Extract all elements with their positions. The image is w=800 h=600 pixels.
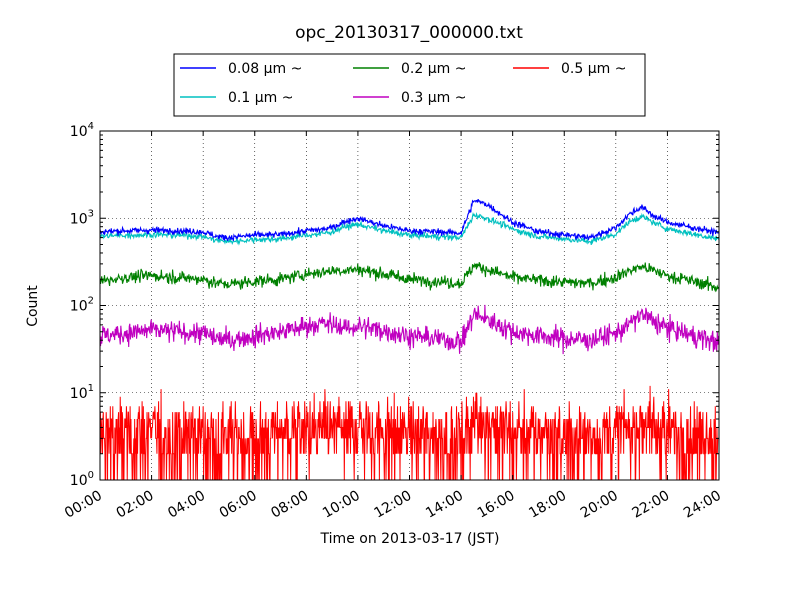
series-line [100,211,719,246]
legend-box [173,53,646,117]
series-line [100,198,719,242]
y-tick-label: 103 [70,208,94,227]
y-tick-label: 101 [70,383,94,402]
legend-label: 0.1 μm ~ [228,90,293,106]
y-tick-label: 104 [70,121,94,140]
data-series [100,198,719,480]
series-line [100,262,719,293]
series-line [100,304,719,355]
legend-label: 0.3 μm ~ [401,90,466,106]
legend-label: 0.08 μm ~ [228,61,302,77]
axis-ticks [99,130,720,481]
chart-title: opc_20130317_000000.txt [295,23,523,43]
legend-label: 0.5 μm ~ [561,61,626,77]
y-axis-title: Count [25,285,41,327]
y-tick-label: 100 [70,470,94,489]
x-axis-title: Time on 2013-03-17 (JST) [320,531,500,547]
legend: 0.08 μm ~ 0.1 μm ~ 0.2 μm ~ 0.3 μm ~ 0.5 μm … [173,53,646,117]
y-tick-label: 102 [70,296,94,315]
y-tick-labels: 100 101 102 103 104 [70,121,94,489]
series-line [100,385,719,480]
legend-label: 0.2 μm ~ [401,61,466,77]
